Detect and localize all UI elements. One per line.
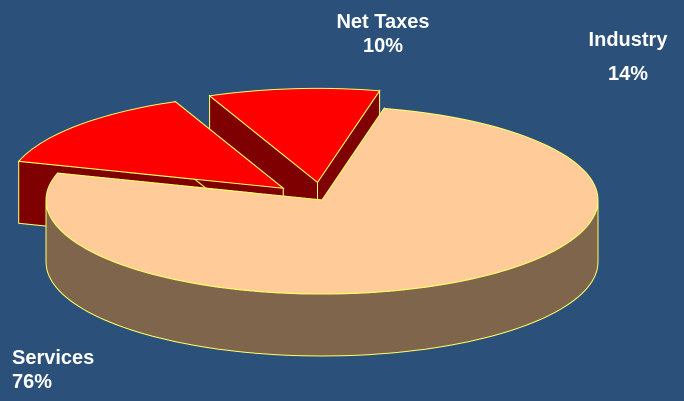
slice-net-taxes-top xyxy=(208,87,381,184)
label-net-taxes-value: 10% xyxy=(362,35,404,57)
slice-services-top xyxy=(45,107,599,295)
slice-services xyxy=(45,106,599,357)
label-services: Services 76% xyxy=(12,346,94,394)
label-industry-value: 14% xyxy=(607,63,649,85)
label-industry-name: Industry xyxy=(588,29,668,51)
label-net-taxes: Net Taxes 10% xyxy=(318,10,448,58)
label-net-taxes-name: Net Taxes xyxy=(336,11,430,33)
slice-industry-top xyxy=(17,101,285,189)
label-industry: Industry 14% xyxy=(576,28,680,86)
label-services-name: Services xyxy=(12,347,95,369)
label-services-value: 76% xyxy=(12,371,53,393)
